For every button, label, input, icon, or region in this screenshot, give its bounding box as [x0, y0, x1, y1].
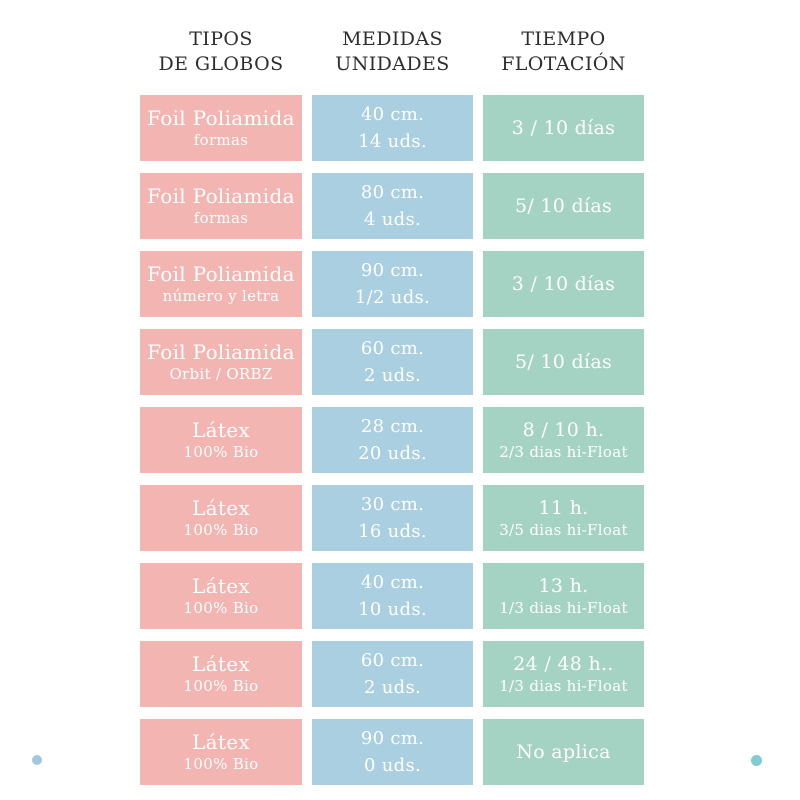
- cell-tipo-row2: Foil Poliamida formas: [140, 173, 302, 239]
- size-value: 80 cm.: [360, 181, 425, 203]
- column-header-tiempo: TIEMPO FLOTACIÓN: [483, 27, 644, 77]
- cell-tiempo-row8: 24 / 48 h.. 1/3 dias hi-Float: [483, 641, 644, 707]
- header-line: DE GLOBOS: [158, 53, 284, 75]
- balloon-type: Látex: [192, 652, 250, 676]
- units-value: 0 uds.: [363, 754, 422, 776]
- balloon-type: Foil Poliamida: [147, 184, 295, 208]
- cell-medida-row5: 28 cm. 20 uds.: [312, 407, 473, 473]
- balloon-type: Látex: [192, 730, 250, 754]
- decorative-dot-right: [751, 755, 762, 766]
- cell-tipo-row9: Látex 100% Bio: [140, 719, 302, 785]
- balloon-type: Foil Poliamida: [147, 262, 295, 286]
- cell-tiempo-row9: No aplica: [483, 719, 644, 785]
- float-time: 13 h.: [538, 574, 589, 597]
- size-value: 60 cm.: [360, 337, 425, 359]
- cell-medida-row6: 30 cm. 16 uds.: [312, 485, 473, 551]
- cell-medida-row7: 40 cm. 10 uds.: [312, 563, 473, 629]
- units-value: 2 uds.: [363, 676, 422, 698]
- column-header-medidas: MEDIDAS UNIDADES: [312, 27, 473, 77]
- decorative-dot-left: [32, 755, 42, 765]
- cell-tiempo-row4: 5/ 10 días: [483, 329, 644, 395]
- cell-medida-row8: 60 cm. 2 uds.: [312, 641, 473, 707]
- cell-tipo-row8: Látex 100% Bio: [140, 641, 302, 707]
- table-header-row: TIPOS DE GLOBOS MEDIDAS UNIDADES TIEMPO …: [140, 27, 644, 77]
- cell-medida-row1: 40 cm. 14 uds.: [312, 95, 473, 161]
- header-line: MEDIDAS: [342, 28, 443, 50]
- balloon-type: Foil Poliamida: [147, 106, 295, 130]
- float-time: No aplica: [516, 740, 611, 763]
- float-time-note: 2/3 dias hi-Float: [499, 442, 628, 461]
- cell-tiempo-row6: 11 h. 3/5 dias hi-Float: [483, 485, 644, 551]
- units-value: 4 uds.: [363, 208, 422, 230]
- balloon-subtype: 100% Bio: [183, 521, 259, 539]
- float-time: 5/ 10 días: [514, 194, 613, 217]
- cell-tiempo-row5: 8 / 10 h. 2/3 dias hi-Float: [483, 407, 644, 473]
- cell-tipo-row5: Látex 100% Bio: [140, 407, 302, 473]
- balloon-subtype: Orbit / ORBZ: [169, 365, 273, 383]
- header-line: FLOTACIÓN: [501, 53, 626, 75]
- size-value: 60 cm.: [360, 649, 425, 671]
- header-line: TIPOS: [189, 28, 253, 50]
- cell-tiempo-row7: 13 h. 1/3 dias hi-Float: [483, 563, 644, 629]
- float-time: 5/ 10 días: [514, 350, 613, 373]
- balloon-type: Látex: [192, 574, 250, 598]
- cell-medida-row3: 90 cm. 1/2 uds.: [312, 251, 473, 317]
- cell-tipo-row4: Foil Poliamida Orbit / ORBZ: [140, 329, 302, 395]
- balloon-subtype: formas: [193, 209, 249, 227]
- units-value: 1/2 uds.: [354, 286, 431, 308]
- size-value: 90 cm.: [360, 259, 425, 281]
- units-value: 20 uds.: [358, 442, 427, 464]
- cell-tiempo-row3: 3 / 10 días: [483, 251, 644, 317]
- size-value: 30 cm.: [360, 493, 425, 515]
- cell-tipo-row6: Látex 100% Bio: [140, 485, 302, 551]
- header-line: TIEMPO: [521, 28, 606, 50]
- float-time: 3 / 10 días: [511, 272, 616, 295]
- table-body: Foil Poliamida formas 40 cm. 14 uds. 3 /…: [140, 95, 644, 785]
- size-value: 90 cm.: [360, 727, 425, 749]
- balloon-subtype: 100% Bio: [183, 755, 259, 773]
- float-time: 24 / 48 h..: [513, 652, 614, 675]
- float-time-note: 1/3 dias hi-Float: [499, 598, 628, 617]
- float-time: 8 / 10 h.: [522, 418, 605, 441]
- cell-tipo-row1: Foil Poliamida formas: [140, 95, 302, 161]
- size-value: 40 cm.: [360, 103, 425, 125]
- units-value: 14 uds.: [358, 130, 427, 152]
- balloon-type: Foil Poliamida: [147, 340, 295, 364]
- cell-tiempo-row2: 5/ 10 días: [483, 173, 644, 239]
- float-time: 11 h.: [538, 496, 589, 519]
- balloon-subtype: formas: [193, 131, 249, 149]
- balloon-subtype: 100% Bio: [183, 443, 259, 461]
- column-header-tipos: TIPOS DE GLOBOS: [140, 27, 302, 77]
- balloon-subtype: 100% Bio: [183, 599, 259, 617]
- balloon-subtype: 100% Bio: [183, 677, 259, 695]
- size-value: 40 cm.: [360, 571, 425, 593]
- units-value: 2 uds.: [363, 364, 422, 386]
- float-time: 3 / 10 días: [511, 116, 616, 139]
- header-line: UNIDADES: [335, 53, 450, 75]
- cell-medida-row2: 80 cm. 4 uds.: [312, 173, 473, 239]
- balloon-subtype: número y letra: [162, 287, 280, 305]
- float-time-note: 1/3 dias hi-Float: [499, 676, 628, 695]
- balloon-type: Látex: [192, 418, 250, 442]
- float-time-note: 3/5 dias hi-Float: [499, 520, 628, 539]
- cell-tiempo-row1: 3 / 10 días: [483, 95, 644, 161]
- balloon-type: Látex: [192, 496, 250, 520]
- units-value: 10 uds.: [358, 598, 427, 620]
- units-value: 16 uds.: [358, 520, 427, 542]
- cell-tipo-row3: Foil Poliamida número y letra: [140, 251, 302, 317]
- cell-tipo-row7: Látex 100% Bio: [140, 563, 302, 629]
- size-value: 28 cm.: [360, 415, 425, 437]
- cell-medida-row4: 60 cm. 2 uds.: [312, 329, 473, 395]
- cell-medida-row9: 90 cm. 0 uds.: [312, 719, 473, 785]
